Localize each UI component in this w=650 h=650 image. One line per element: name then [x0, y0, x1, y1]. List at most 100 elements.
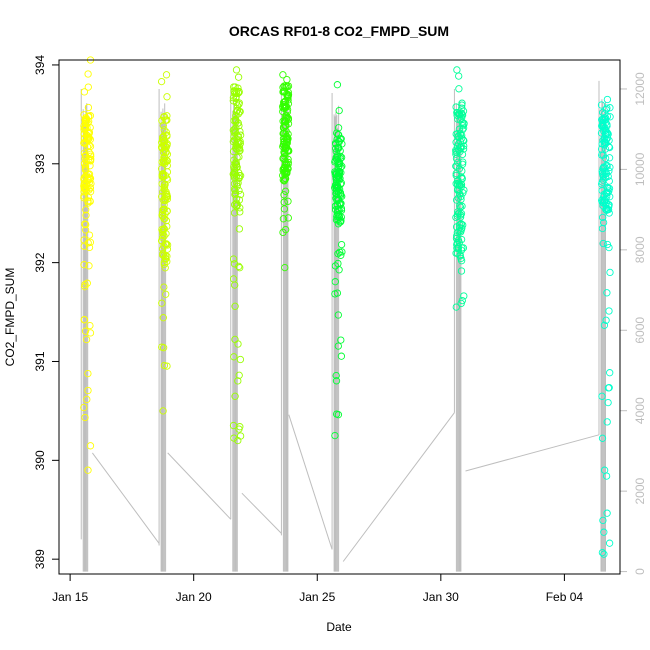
data-point: [455, 72, 463, 80]
data-point: [160, 361, 169, 370]
data-point: [81, 280, 89, 289]
y-tick-label: 394: [33, 55, 47, 75]
data-point: [458, 244, 466, 252]
data-point: [604, 205, 612, 214]
data-point: [280, 198, 288, 206]
data-point: [82, 171, 91, 180]
data-point: [230, 434, 238, 442]
data-point: [279, 228, 287, 237]
data-point: [235, 425, 243, 433]
data-point: [453, 229, 462, 237]
data-point: [337, 204, 346, 213]
data-point: [603, 120, 611, 129]
data-point: [230, 133, 238, 141]
data-point: [605, 187, 613, 195]
data-point: [231, 302, 239, 310]
data-point: [80, 160, 89, 168]
data-point: [337, 240, 346, 249]
data-point: [452, 162, 461, 170]
y-tick-label: 393: [33, 153, 47, 173]
data-point: [452, 171, 460, 180]
data-point: [281, 133, 289, 142]
data-point: [230, 128, 238, 137]
data-point: [598, 224, 607, 233]
series-RF07: [597, 95, 614, 558]
data-point: [279, 176, 287, 184]
data-point: [234, 89, 243, 97]
data-point: [84, 386, 92, 395]
data-point: [599, 123, 607, 131]
data-point: [160, 283, 168, 291]
data-point: [281, 130, 290, 138]
data-point: [281, 187, 290, 195]
data-point: [232, 66, 241, 74]
data-point: [336, 248, 344, 256]
data-point: [163, 93, 171, 101]
data-point: [336, 147, 344, 155]
data-point: [606, 104, 614, 112]
data-point: [85, 262, 93, 270]
data-point: [162, 230, 170, 238]
data-point: [333, 289, 342, 297]
data-point: [236, 190, 245, 199]
data-point: [232, 158, 240, 166]
data-point: [600, 550, 608, 558]
data-point: [457, 192, 465, 201]
data-point: [603, 183, 611, 192]
x-tick-label: Feb 04: [546, 590, 584, 604]
data-point: [230, 117, 238, 125]
data-point: [231, 392, 239, 400]
data-point: [599, 196, 607, 205]
data-point: [332, 187, 340, 195]
data-point: [159, 314, 167, 322]
data-point: [459, 145, 468, 153]
data-point: [452, 303, 460, 311]
data-point: [606, 193, 614, 201]
data-point: [458, 110, 466, 118]
data-point: [233, 182, 241, 190]
data-point: [281, 263, 289, 272]
data-point: [157, 77, 166, 86]
series-RF05: [331, 81, 346, 440]
data-point: [160, 112, 169, 121]
data-point: [334, 250, 342, 258]
data-point: [82, 335, 91, 344]
data-point: [456, 130, 465, 138]
data-point: [606, 268, 614, 277]
data-point: [281, 87, 289, 96]
data-point: [235, 225, 244, 233]
data-point: [232, 202, 241, 210]
data-point: [452, 213, 460, 222]
data-point: [231, 190, 239, 199]
data-point: [234, 119, 242, 127]
data-point: [459, 158, 467, 166]
data-point: [282, 166, 290, 175]
data-point: [158, 193, 166, 201]
data-point: [82, 206, 90, 214]
data-point: [282, 112, 291, 120]
data-point: [81, 226, 90, 234]
data-point: [84, 103, 93, 112]
data-point: [600, 134, 609, 142]
x-tick-label: Jan 25: [299, 590, 335, 604]
data-point: [230, 353, 238, 361]
altitude-transit-line-4: [288, 414, 333, 550]
data-point: [335, 106, 343, 115]
data-point: [281, 161, 289, 170]
data-point: [331, 181, 340, 190]
data-point: [457, 257, 466, 265]
data-point: [598, 548, 607, 557]
series-RF01: [80, 56, 95, 474]
series-RF03: [229, 66, 245, 445]
data-point: [601, 154, 610, 162]
data-point: [282, 121, 290, 130]
data-point: [460, 292, 468, 300]
data-point: [332, 371, 340, 380]
data-point: [160, 258, 168, 267]
data-point: [163, 116, 171, 124]
data-point: [84, 369, 92, 378]
data-point: [159, 205, 167, 214]
y-tick-label: 392: [33, 252, 47, 272]
data-point: [81, 124, 90, 132]
data-point: [605, 177, 613, 185]
